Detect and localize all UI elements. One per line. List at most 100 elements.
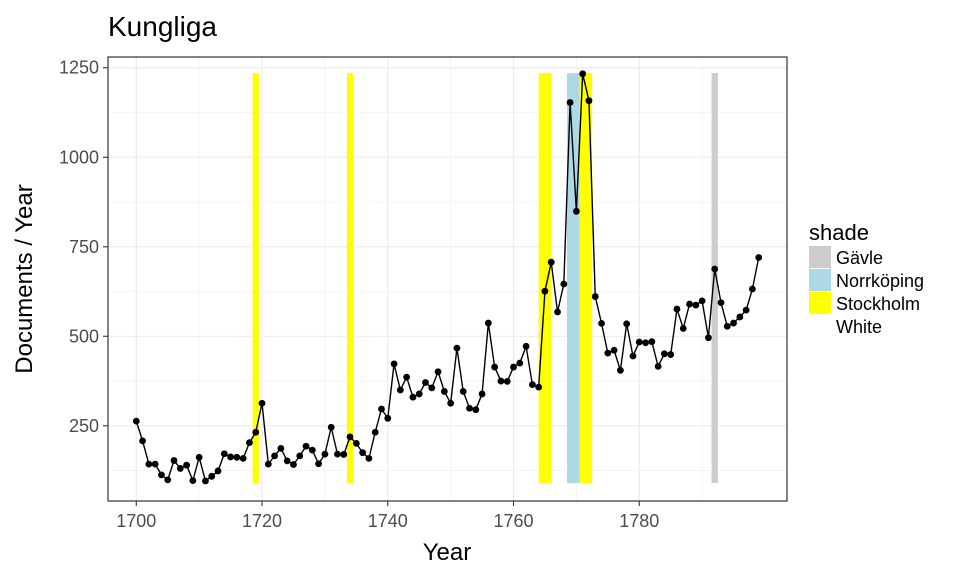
data-point	[315, 460, 323, 468]
shade-band	[579, 73, 593, 484]
data-point	[698, 297, 706, 305]
data-point	[472, 406, 480, 414]
data-point	[189, 477, 197, 484]
data-point	[692, 301, 700, 309]
data-point	[271, 452, 279, 460]
data-point	[616, 366, 624, 374]
y-axis: 250 500 750 1000 1250	[59, 58, 108, 436]
data-point	[572, 207, 580, 215]
legend-label: Gävle	[836, 248, 883, 268]
data-point	[415, 390, 423, 398]
data-point	[560, 280, 568, 288]
data-point	[296, 452, 304, 460]
data-point	[371, 428, 379, 436]
data-point	[717, 299, 725, 307]
data-point	[434, 368, 442, 376]
data-point	[491, 363, 499, 371]
data-point	[679, 325, 687, 332]
data-point	[459, 388, 467, 395]
data-point	[340, 451, 348, 458]
data-point	[579, 70, 587, 78]
data-point	[428, 384, 436, 392]
data-point	[629, 352, 637, 360]
x-tick-label: 1780	[619, 511, 659, 531]
data-point	[566, 99, 574, 106]
data-point	[755, 254, 763, 261]
data-point	[447, 399, 455, 407]
chart-title: Kungliga	[108, 11, 217, 42]
data-point	[554, 308, 561, 316]
data-point	[352, 439, 360, 447]
data-point	[598, 320, 605, 327]
data-point	[208, 472, 216, 480]
data-point	[183, 461, 190, 469]
data-point	[258, 399, 266, 407]
x-tick-label: 1720	[242, 511, 282, 531]
data-point	[246, 439, 253, 447]
data-point	[440, 388, 448, 395]
data-point	[334, 450, 341, 458]
data-point	[378, 405, 385, 413]
grid	[108, 57, 787, 501]
data-point	[723, 322, 731, 330]
y-tick-label: 1250	[59, 58, 99, 78]
data-point	[145, 460, 153, 468]
data-point	[422, 379, 429, 386]
data-point	[283, 457, 291, 465]
data-point	[396, 386, 404, 394]
data-point	[610, 346, 618, 354]
shade-bands	[252, 73, 718, 484]
data-point	[749, 285, 756, 293]
data-point	[359, 449, 367, 457]
data-point	[151, 460, 159, 468]
data-point	[202, 477, 209, 485]
data-point	[453, 344, 461, 352]
y-tick-label: 1000	[59, 147, 99, 167]
legend-label: Stockholm	[836, 294, 920, 314]
data-point	[510, 363, 517, 371]
series	[132, 70, 763, 485]
data-point	[604, 349, 612, 357]
data-point	[390, 360, 398, 368]
data-point	[239, 454, 247, 462]
y-tick-label: 250	[69, 416, 99, 436]
data-point	[673, 305, 681, 313]
data-point	[176, 465, 184, 472]
shade-band	[346, 73, 354, 484]
data-point	[227, 453, 234, 461]
data-point	[648, 338, 656, 346]
data-point	[591, 293, 599, 300]
shade-band	[711, 73, 718, 484]
data-point	[661, 350, 668, 358]
data-point	[654, 362, 662, 370]
y-tick-label: 500	[69, 326, 99, 346]
data-point	[409, 393, 417, 401]
data-point	[327, 423, 335, 431]
legend-title: shade	[809, 220, 869, 245]
series-line	[135, 73, 760, 482]
data-point	[705, 334, 712, 342]
data-point	[522, 342, 530, 350]
data-point	[214, 467, 222, 475]
legend-key	[809, 269, 831, 291]
panel-border	[107, 56, 788, 502]
data-point	[277, 444, 285, 452]
data-point	[528, 381, 536, 389]
data-point	[132, 417, 140, 425]
data-point	[736, 313, 744, 321]
data-point	[541, 287, 549, 295]
data-point	[466, 404, 473, 412]
data-point	[403, 373, 411, 381]
data-point	[195, 453, 203, 461]
legend-label: White	[836, 317, 882, 337]
data-point	[497, 377, 505, 385]
shade-band	[252, 73, 259, 484]
x-axis: 1700 1720 1740 1760 1780	[116, 501, 659, 531]
x-tick-label: 1760	[493, 511, 533, 531]
x-axis-title: Year	[423, 539, 472, 566]
legend-label: Norrköping	[836, 271, 924, 291]
data-point	[478, 390, 486, 398]
data-point	[290, 461, 297, 468]
data-point	[164, 476, 172, 484]
